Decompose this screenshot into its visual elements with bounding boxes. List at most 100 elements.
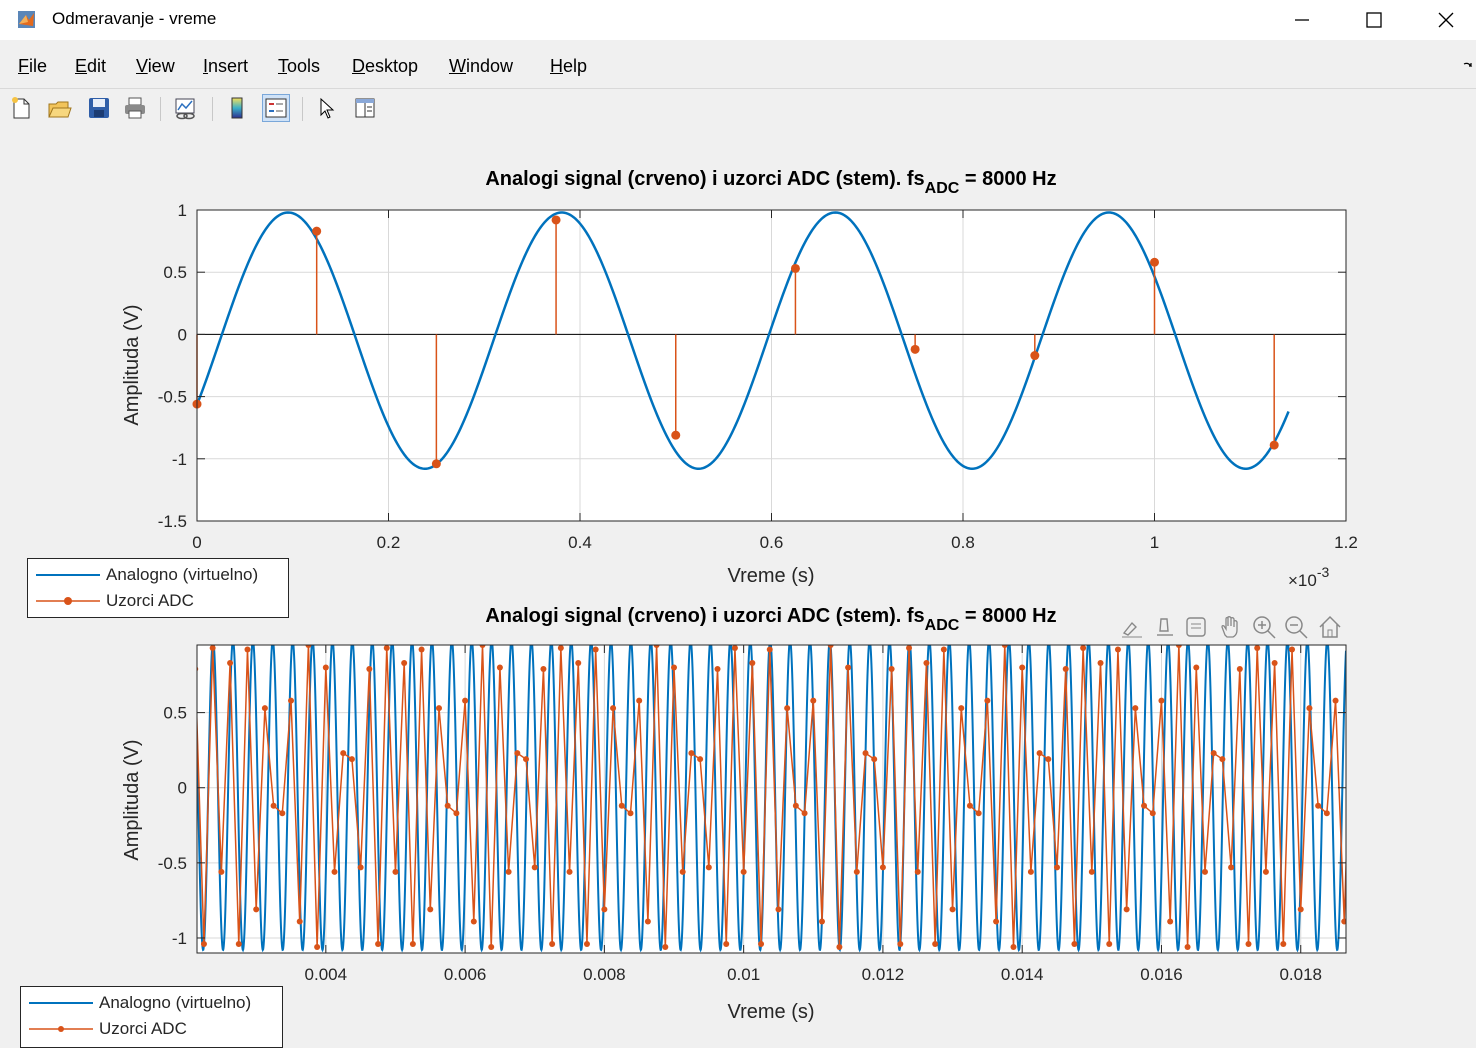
sample-marker <box>583 940 590 947</box>
sample-marker <box>1184 943 1191 950</box>
sample-marker <box>418 646 425 653</box>
property-inspector-icon[interactable] <box>352 95 378 121</box>
menu-insert[interactable]: Insert <box>203 56 249 76</box>
maximize-icon <box>1366 12 1382 28</box>
close-button[interactable] <box>1416 0 1476 40</box>
sample-marker <box>758 940 765 947</box>
print-icon[interactable] <box>122 95 148 121</box>
sample-marker <box>435 705 442 712</box>
menu-window[interactable]: Window <box>449 56 514 76</box>
sample-marker <box>401 660 408 667</box>
sample-marker <box>1167 918 1174 925</box>
pan-icon[interactable] <box>1216 613 1244 641</box>
home-icon[interactable] <box>1316 613 1344 641</box>
stem-marker <box>551 215 561 225</box>
legend-entry-analog: Analogno (virtuelno) <box>21 991 282 1015</box>
menu-file[interactable]: File <box>18 56 48 76</box>
chart-svg: 0 0.2 0.4 0.6 0.8 1 1.2 1 0.5 0 -0.5 -1 -1.5 Analogi … <box>121 168 1358 1023</box>
sample-marker <box>705 864 712 871</box>
zoom-in-icon[interactable] <box>1250 613 1278 641</box>
sample-marker <box>1123 906 1130 913</box>
sample-marker <box>906 645 913 652</box>
sample-marker <box>662 943 669 950</box>
sample-marker <box>1106 940 1113 947</box>
legend-bottom[interactable]: Analogno (virtuelno) Uzorci ADC <box>20 986 283 1048</box>
legend-top[interactable]: Analogno (virtuelno) Uzorci ADC <box>27 558 289 618</box>
open-file-icon[interactable] <box>46 95 72 121</box>
stem-marker <box>312 226 322 236</box>
x-axis-label-top: Vreme (s) <box>727 565 814 587</box>
data-cursor-icon[interactable] <box>1182 613 1210 641</box>
colorbar-icon[interactable] <box>224 95 250 121</box>
x-tick-label: 0.01 <box>727 965 760 984</box>
zoom-out-icon[interactable] <box>1282 613 1310 641</box>
x-tick-label: 0.004 <box>305 965 348 984</box>
menu-desktop[interactable]: Desktop <box>352 56 419 76</box>
x-axis-exponent: ×10-3 <box>1288 564 1330 590</box>
sample-marker <box>462 697 469 704</box>
new-figure-icon[interactable] <box>8 95 34 121</box>
link-plot-icon[interactable] <box>172 95 198 121</box>
edit-plot-arrow-icon[interactable] <box>314 95 340 121</box>
menu-edit[interactable]: Edit <box>75 56 107 76</box>
sample-marker <box>688 750 695 757</box>
x-tick-label: 0.016 <box>1140 965 1183 984</box>
menu-tools[interactable]: Tools <box>278 56 321 76</box>
sample-marker <box>679 868 686 875</box>
sample-marker <box>270 802 277 809</box>
sample-marker <box>749 660 756 667</box>
maximize-button[interactable] <box>1344 0 1404 40</box>
sample-marker <box>549 940 556 947</box>
sample-marker <box>1080 645 1087 652</box>
sample-marker <box>775 906 782 913</box>
sample-marker <box>731 645 738 652</box>
sample-marker <box>200 940 207 947</box>
sample-marker <box>1341 918 1346 925</box>
legend-label: Analogno (virtuelno) <box>99 993 252 1012</box>
minimize-button[interactable] <box>1272 0 1332 40</box>
sample-marker <box>1315 802 1322 809</box>
sample-marker <box>697 756 704 763</box>
x-tick-label: 0.008 <box>583 965 626 984</box>
sample-marker <box>244 646 251 653</box>
legend-icon[interactable] <box>262 94 290 122</box>
sample-marker <box>331 868 338 875</box>
sample-marker <box>949 906 956 913</box>
sample-marker <box>427 906 434 913</box>
sample-marker <box>644 918 651 925</box>
sample-marker <box>1201 868 1208 875</box>
sample-marker <box>1289 646 1296 653</box>
sample-marker <box>444 802 451 809</box>
menu-help[interactable]: Help <box>550 56 588 76</box>
stem-marker <box>431 459 441 469</box>
menu-dock-arrow-icon[interactable] <box>1462 60 1474 72</box>
sample-marker <box>261 705 268 712</box>
sample-marker <box>514 750 521 757</box>
sample-marker <box>1149 810 1156 817</box>
sample-marker <box>671 664 678 671</box>
data-tips-icon[interactable] <box>1151 613 1179 641</box>
sample-marker <box>218 868 225 875</box>
brush-icon[interactable] <box>1118 613 1146 641</box>
legend-line-analog-icon <box>29 1002 93 1004</box>
sample-marker <box>897 940 904 947</box>
stem-marker <box>910 344 920 354</box>
minimize-icon <box>1295 19 1309 21</box>
sample-marker <box>209 645 216 652</box>
sample-marker <box>1097 660 1104 667</box>
save-icon[interactable] <box>86 95 112 121</box>
sample-marker <box>253 906 260 913</box>
series-line-samples <box>197 645 1346 948</box>
sample-marker <box>1045 756 1052 763</box>
toolbar-separator <box>160 97 161 121</box>
sample-marker <box>845 664 852 671</box>
x-tick-label: 0.4 <box>568 533 592 552</box>
sample-marker <box>348 756 355 763</box>
y-tick-label: -1 <box>172 929 187 948</box>
menu-view[interactable]: View <box>136 56 175 76</box>
sample-marker <box>1254 645 1261 652</box>
legend-label: Analogno (virtuelno) <box>106 565 259 584</box>
sample-marker <box>540 666 547 673</box>
x-tick-label: 0.006 <box>444 965 487 984</box>
y-tick-label: 0 <box>178 325 187 344</box>
